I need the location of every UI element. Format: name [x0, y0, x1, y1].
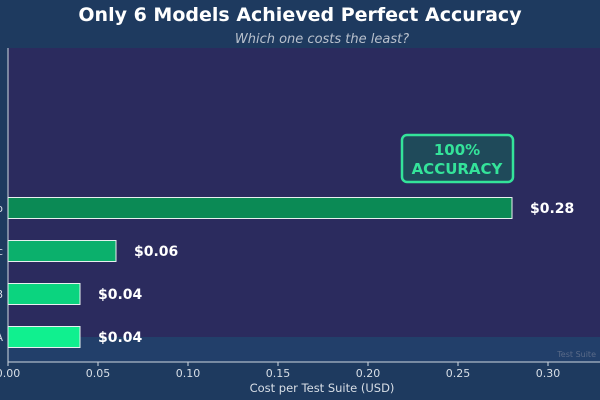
bar-value-label: $0.04	[98, 287, 143, 303]
y-category-label: A	[0, 331, 3, 344]
chart-subtitle: Which one costs the least?	[235, 32, 409, 47]
bars-group: $0.28 $0.06 $0.04 $0.04	[7, 197, 574, 348]
accuracy-annotation: 100% ACCURACY	[400, 133, 515, 184]
y-category-label: 8	[0, 288, 3, 301]
bar	[7, 283, 81, 305]
bar	[7, 240, 117, 262]
chart-title: Only 6 Models Achieved Perfect Accuracy	[78, 4, 522, 26]
y-categories-group: o c 8 A	[0, 202, 3, 344]
annotation-line-2: ACCURACY	[412, 160, 504, 178]
bar-value-label: $0.28	[530, 201, 574, 217]
y-category-label: c	[0, 245, 3, 258]
bar	[7, 326, 81, 348]
annotation-line-1: 100%	[434, 141, 480, 159]
x-tick-label: 0.10	[176, 367, 201, 380]
x-tick-label: 0.05	[86, 367, 111, 380]
bar-value-label: $0.04	[98, 330, 143, 346]
bar-value-label: $0.06	[134, 244, 178, 260]
x-tick-label: 0.00	[0, 367, 20, 380]
annotation-box	[400, 133, 515, 184]
x-tick-label: 0.25	[446, 367, 471, 380]
x-tick-label: 0.30	[536, 367, 561, 380]
x-tick-label: 0.20	[356, 367, 381, 380]
x-tick-label: 0.15	[266, 367, 291, 380]
y-category-label: o	[0, 202, 3, 215]
x-axis-label: Cost per Test Suite (USD)	[250, 381, 395, 395]
x-ticks-group: 0.00 0.05 0.10 0.15 0.20 0.25 0.30	[0, 362, 560, 380]
watermark: Test Suite	[556, 350, 596, 359]
plot-band-bottom	[8, 337, 600, 362]
bar	[7, 197, 513, 219]
